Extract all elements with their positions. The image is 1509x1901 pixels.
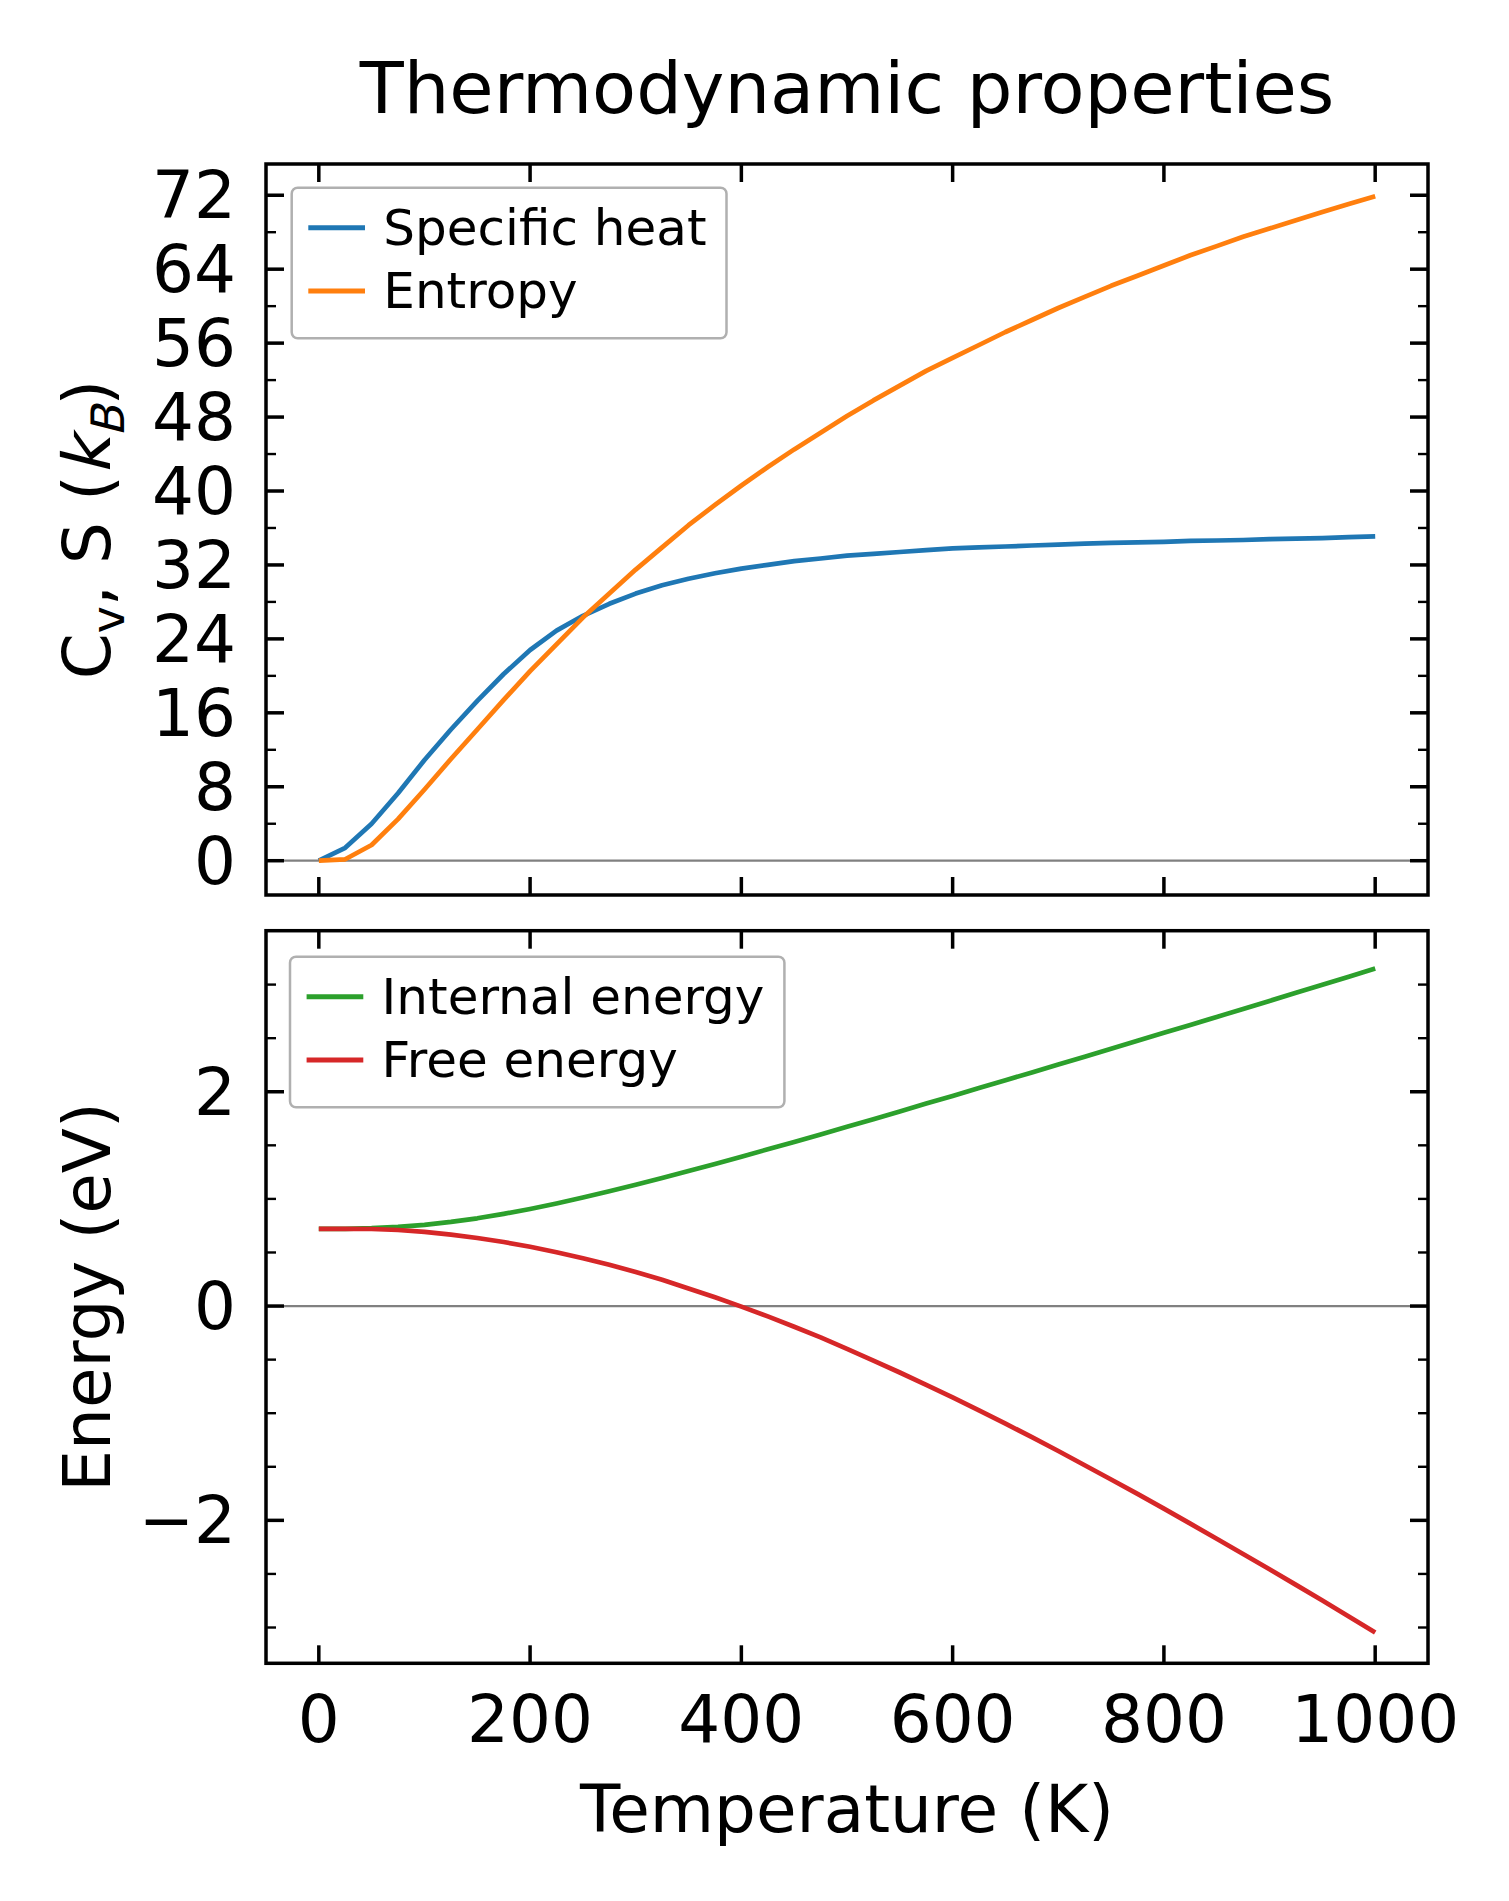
y-tick-label: 0	[194, 823, 236, 900]
y-tick-label: 48	[152, 379, 236, 456]
x-tick-label: 200	[467, 1681, 593, 1758]
y-tick-label: 16	[152, 675, 236, 752]
y-tick-label: 0	[194, 1268, 236, 1345]
chart-title: Thermodynamic properties	[359, 46, 1335, 130]
x-axis-label: Temperature (K)	[579, 1771, 1114, 1848]
legend-label-free-energy: Free energy	[382, 1031, 678, 1089]
x-tick-label: 800	[1101, 1681, 1227, 1758]
y-tick-label: 24	[152, 601, 236, 678]
y-tick-label: 32	[152, 527, 236, 604]
legend: Specific heatEntropy	[292, 188, 727, 339]
x-tick-label: 600	[890, 1681, 1016, 1758]
y-tick-label: 2	[194, 1054, 236, 1131]
y-tick-label: 64	[152, 231, 236, 308]
y-tick-label: 72	[152, 157, 236, 234]
legend: Internal energyFree energy	[290, 957, 784, 1108]
legend-label-entropy: Entropy	[383, 262, 577, 320]
thermo-chart: Thermodynamic properties Temperature (K) 0…	[0, 0, 1509, 1901]
y-tick-label: −2	[139, 1482, 236, 1559]
y-axis-label: Energy (eV)	[49, 1102, 126, 1491]
x-tick-label: 400	[678, 1681, 804, 1758]
y-tick-label: 56	[152, 305, 236, 382]
legend-label-internal-energy: Internal energy	[382, 968, 765, 1026]
x-tick-label: 1000	[1291, 1681, 1459, 1758]
figure: Thermodynamic properties Temperature (K) 0…	[0, 0, 1509, 1901]
x-tick-label: 0	[298, 1681, 340, 1758]
legend-label-specific-heat: Specific heat	[383, 199, 706, 257]
y-tick-label: 8	[194, 749, 236, 826]
y-tick-label: 40	[152, 453, 236, 530]
